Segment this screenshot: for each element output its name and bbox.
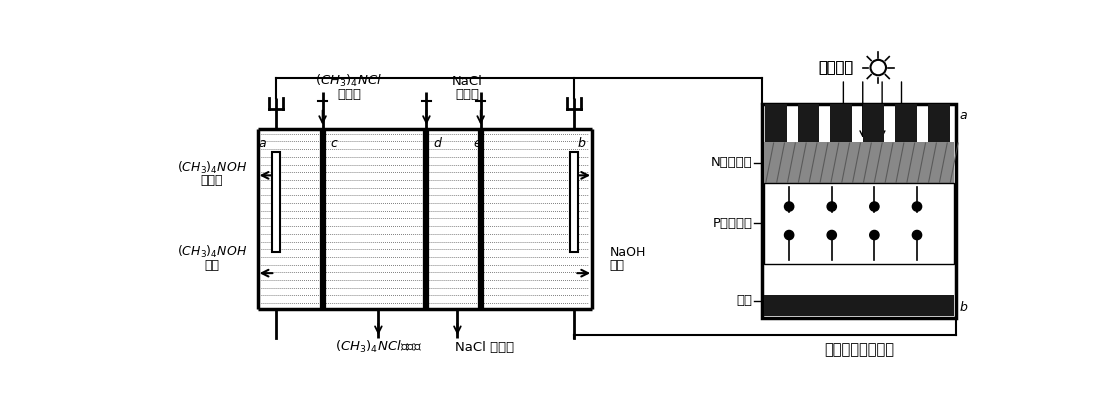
Text: N型半导体: N型半导体 xyxy=(711,156,753,169)
Circle shape xyxy=(828,202,836,211)
Text: NaOH: NaOH xyxy=(609,246,645,259)
Text: P型半导体: P型半导体 xyxy=(713,217,753,230)
Text: a: a xyxy=(959,109,967,122)
Circle shape xyxy=(870,230,878,240)
Text: $(CH_3)_4NOH$: $(CH_3)_4NOH$ xyxy=(177,244,246,261)
Bar xyxy=(765,104,787,142)
Bar xyxy=(764,142,955,183)
Circle shape xyxy=(913,230,922,240)
Circle shape xyxy=(913,202,922,211)
Text: b: b xyxy=(578,137,586,150)
Text: $(CH_3)_4NOH$: $(CH_3)_4NOH$ xyxy=(177,160,246,176)
Bar xyxy=(764,183,955,264)
Text: c: c xyxy=(330,137,337,150)
Text: 溶液: 溶液 xyxy=(609,259,624,272)
Bar xyxy=(928,104,949,142)
Text: b: b xyxy=(959,301,968,314)
Text: 浓溶液: 浓溶液 xyxy=(200,174,223,187)
Bar xyxy=(895,104,917,142)
Bar xyxy=(762,104,956,318)
Text: a: a xyxy=(259,137,266,150)
Text: 电极: 电极 xyxy=(737,294,753,308)
Text: 太阳光子: 太阳光子 xyxy=(819,60,853,75)
Bar xyxy=(272,152,280,252)
Text: 溶液: 溶液 xyxy=(204,259,219,272)
Text: 太阳光子: 太阳光子 xyxy=(819,60,853,75)
Circle shape xyxy=(785,230,793,240)
Circle shape xyxy=(828,230,836,240)
Circle shape xyxy=(785,202,793,211)
Bar xyxy=(863,104,884,142)
Text: e: e xyxy=(473,137,481,150)
Text: NaCl 浓溶液: NaCl 浓溶液 xyxy=(455,341,514,353)
Bar xyxy=(830,104,852,142)
Text: $(CH_3)_4NCl$: $(CH_3)_4NCl$ xyxy=(315,73,382,90)
Circle shape xyxy=(870,202,878,211)
Text: NaCl: NaCl xyxy=(452,75,483,88)
Text: 稀溶液: 稀溶液 xyxy=(455,88,480,101)
Text: 光伏并联发电装置: 光伏并联发电装置 xyxy=(824,343,894,357)
Bar xyxy=(798,104,819,142)
Bar xyxy=(764,295,955,316)
Text: d: d xyxy=(433,137,441,150)
Text: $(CH_3)_4NCl$稀溶液: $(CH_3)_4NCl$稀溶液 xyxy=(335,339,422,355)
Bar xyxy=(570,152,578,252)
Text: 浓溶液: 浓溶液 xyxy=(337,88,361,101)
